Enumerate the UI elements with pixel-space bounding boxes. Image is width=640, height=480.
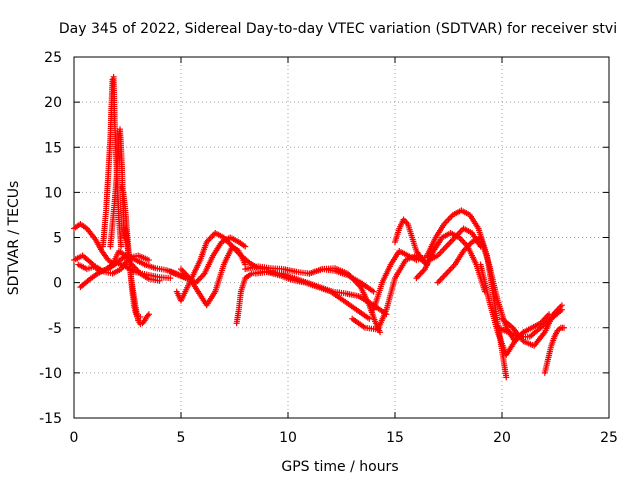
data-point [145, 257, 152, 264]
series-arc-v [541, 324, 568, 376]
x-tick-label: 10 [279, 430, 297, 446]
y-tick-label: 25 [44, 50, 62, 66]
y-tick-label: 20 [44, 95, 62, 111]
data-point-interp [144, 312, 151, 319]
data-point [156, 277, 163, 284]
data-point [370, 288, 377, 295]
axis-ticks: 0 5 10 15 20 25 -15 -10 -5 0 5 10 15 20 25 [39, 50, 618, 446]
series-arc-l [306, 265, 384, 336]
y-tick-label: 0 [53, 276, 62, 292]
x-tick-label: 25 [600, 430, 618, 446]
data-point [503, 374, 510, 381]
series-arc-k [263, 268, 373, 322]
series-arc-r [434, 234, 527, 345]
y-tick-label: -15 [39, 411, 62, 427]
grid [74, 57, 609, 418]
y-tick-label: 10 [44, 185, 62, 201]
data-point-interp [140, 318, 147, 325]
y-axis-label: SDTVAR / TECUs [6, 181, 22, 296]
y-tick-label: 15 [44, 140, 62, 156]
data-point [561, 324, 568, 331]
data-point [242, 243, 249, 250]
data-point [145, 311, 152, 318]
y-tick-label: 5 [53, 231, 62, 247]
series-arc-g [178, 243, 249, 309]
x-axis-label: GPS time / hours [281, 459, 398, 475]
data-point [118, 243, 125, 250]
x-tick-label: 0 [70, 430, 79, 446]
series-arc-i [242, 263, 377, 295]
data-point [167, 275, 174, 282]
x-tick-label: 5 [177, 430, 186, 446]
series-spike-4 [122, 225, 152, 328]
data-point [109, 76, 116, 83]
data-point [366, 315, 373, 322]
data-point [558, 302, 565, 309]
y-tick-label: -10 [39, 366, 62, 382]
x-tick-label: 15 [386, 430, 404, 446]
y-tick-label: -5 [48, 321, 62, 337]
chart-title: Day 345 of 2022, Sidereal Day-to-day VTE… [59, 21, 617, 37]
series-arc-h [233, 267, 277, 327]
x-tick-label: 20 [493, 430, 511, 446]
data-points [71, 73, 568, 381]
series-arc-u [499, 302, 565, 349]
series-arc-s [477, 261, 553, 358]
